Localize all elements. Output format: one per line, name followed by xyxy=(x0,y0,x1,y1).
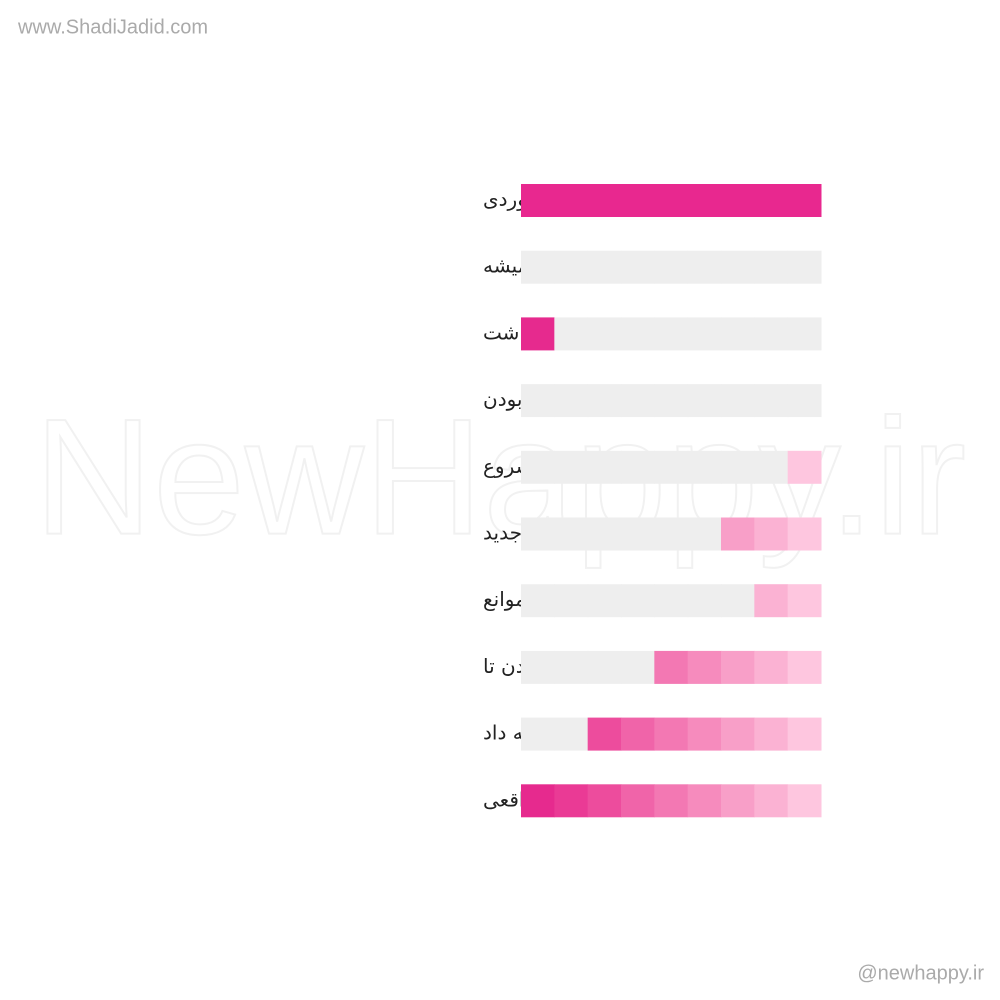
empty-segment xyxy=(587,650,622,684)
empty-segment xyxy=(654,450,689,484)
empty-segment xyxy=(587,517,622,551)
filled-segment xyxy=(754,517,789,551)
filled-segment xyxy=(654,717,689,751)
empty-segment xyxy=(587,250,622,284)
filled-segment xyxy=(687,184,722,217)
empty-segment xyxy=(621,317,655,351)
empty-segment xyxy=(554,317,589,351)
empty-segment xyxy=(554,517,589,551)
empty-segment xyxy=(521,650,555,684)
filled-segment xyxy=(754,717,789,751)
filled-segment xyxy=(754,650,789,684)
empty-segment xyxy=(687,517,722,551)
filled-segment xyxy=(654,184,689,217)
empty-segment xyxy=(687,450,722,484)
filled-segment xyxy=(754,584,789,618)
site-url: www.ShadiJadid.com xyxy=(17,16,208,38)
filled-segment xyxy=(621,717,655,751)
empty-segment xyxy=(654,384,689,418)
empty-segment xyxy=(654,317,689,351)
filled-segment xyxy=(687,784,722,818)
empty-segment xyxy=(621,650,655,684)
empty-segment xyxy=(554,450,589,484)
filled-segment xyxy=(721,650,755,684)
filled-segment xyxy=(721,184,755,217)
filled-segment xyxy=(754,784,789,818)
empty-segment xyxy=(754,384,789,418)
filled-segment xyxy=(787,584,822,618)
empty-segment xyxy=(554,650,589,684)
filled-segment xyxy=(654,784,689,818)
empty-segment xyxy=(687,317,722,351)
filled-segment xyxy=(654,650,689,684)
filled-segment xyxy=(721,717,755,751)
empty-segment xyxy=(521,517,555,551)
empty-segment xyxy=(554,717,589,751)
filled-segment xyxy=(787,717,822,751)
empty-segment xyxy=(654,250,689,284)
filled-segment xyxy=(621,784,655,818)
empty-segment xyxy=(621,517,655,551)
empty-segment xyxy=(721,584,755,618)
empty-segment xyxy=(621,384,655,418)
empty-segment xyxy=(521,717,555,751)
empty-segment xyxy=(787,384,822,418)
empty-segment xyxy=(587,584,622,618)
filled-segment xyxy=(587,717,622,751)
filled-segment xyxy=(787,650,822,684)
social-handle: @newhappy.ir xyxy=(857,962,984,984)
empty-segment xyxy=(554,384,589,418)
filled-segment xyxy=(754,184,789,217)
empty-segment xyxy=(687,384,722,418)
empty-segment xyxy=(721,317,755,351)
empty-segment xyxy=(754,250,789,284)
filled-segment xyxy=(787,450,822,484)
empty-segment xyxy=(787,250,822,284)
empty-segment xyxy=(721,384,755,418)
empty-segment xyxy=(521,584,555,618)
filled-segment xyxy=(521,784,555,818)
empty-segment xyxy=(587,317,622,351)
empty-segment xyxy=(687,584,722,618)
filled-segment xyxy=(621,184,655,217)
empty-segment xyxy=(754,317,789,351)
filled-segment xyxy=(787,184,822,217)
filled-segment xyxy=(787,784,822,818)
empty-segment xyxy=(654,584,689,618)
filled-segment xyxy=(687,650,722,684)
empty-segment xyxy=(654,517,689,551)
empty-segment xyxy=(521,450,555,484)
empty-segment xyxy=(554,584,589,618)
filled-segment xyxy=(687,717,722,751)
filled-segment xyxy=(721,784,755,818)
empty-segment xyxy=(621,584,655,618)
filled-segment xyxy=(554,784,589,818)
empty-segment xyxy=(621,450,655,484)
empty-segment xyxy=(621,250,655,284)
empty-segment xyxy=(787,317,822,351)
filled-segment xyxy=(554,184,589,217)
empty-segment xyxy=(721,450,755,484)
filled-segment xyxy=(587,184,622,217)
filled-segment xyxy=(521,184,555,217)
filled-segment xyxy=(721,517,755,551)
empty-segment xyxy=(521,250,555,284)
empty-segment xyxy=(687,250,722,284)
empty-segment xyxy=(587,384,622,418)
filled-segment xyxy=(587,784,622,818)
filled-segment xyxy=(521,317,555,351)
filled-segment xyxy=(787,517,822,551)
empty-segment xyxy=(754,450,789,484)
empty-segment xyxy=(521,384,555,418)
empty-segment xyxy=(554,250,589,284)
empty-segment xyxy=(721,250,755,284)
empty-segment xyxy=(587,450,622,484)
